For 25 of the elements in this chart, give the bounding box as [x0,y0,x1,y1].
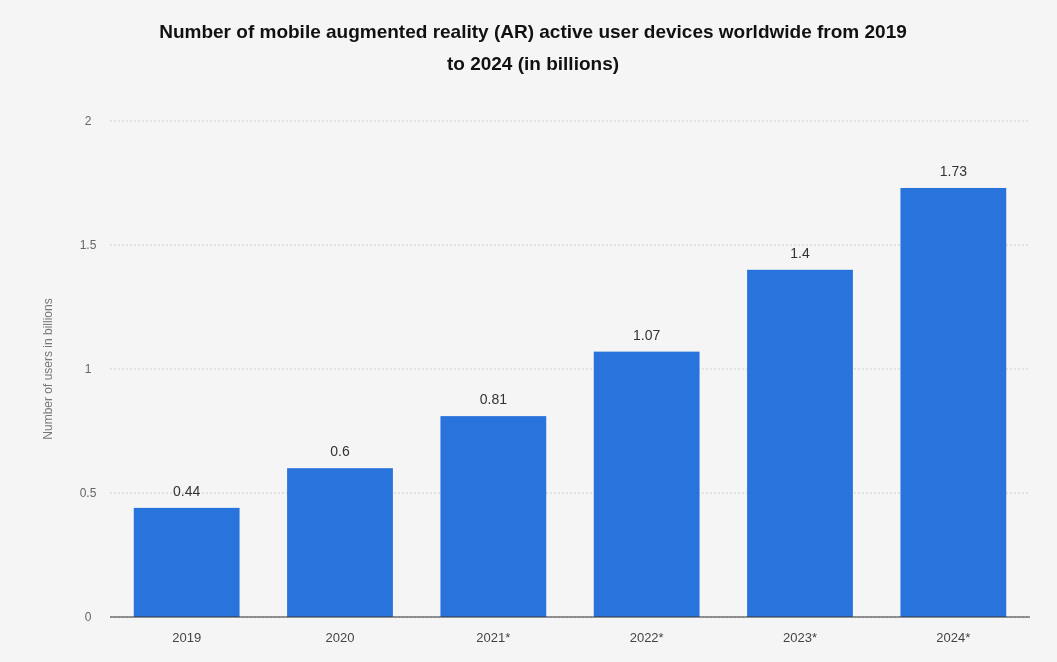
bar [287,468,393,617]
data-label: 1.4 [790,244,810,261]
data-label: 1.07 [633,326,661,343]
chart-title: Number of mobile augmented reality (AR) active user devices worldwide from 2019 to 2024 (in billions) [159,21,907,74]
x-tick-label: 2022* [629,630,664,645]
y-tick-label: 2 [84,114,92,128]
y-tick-label: 0 [84,610,92,624]
data-label: 0.81 [479,391,508,408]
x-tick-label: 2023* [783,630,817,645]
y-axis-title: Number of users in billions [41,298,55,440]
x-tick-label: 2024* [936,630,971,645]
x-tick-label: 2021* [476,630,511,645]
y-tick-label: 1 [84,362,92,376]
data-label: 0.44 [173,482,201,499]
bar [440,416,547,617]
y-tick-label: 1.5 [79,238,97,252]
bar [900,187,1007,617]
data-label: 1.73 [939,162,968,179]
x-tick-label: 2019 [172,630,202,645]
bar [747,269,853,617]
bar [593,351,700,617]
y-tick-label: 0.5 [79,486,97,500]
data-label: 0.6 [330,443,350,460]
x-tick-label: 2020 [325,630,355,645]
bar [133,507,240,617]
